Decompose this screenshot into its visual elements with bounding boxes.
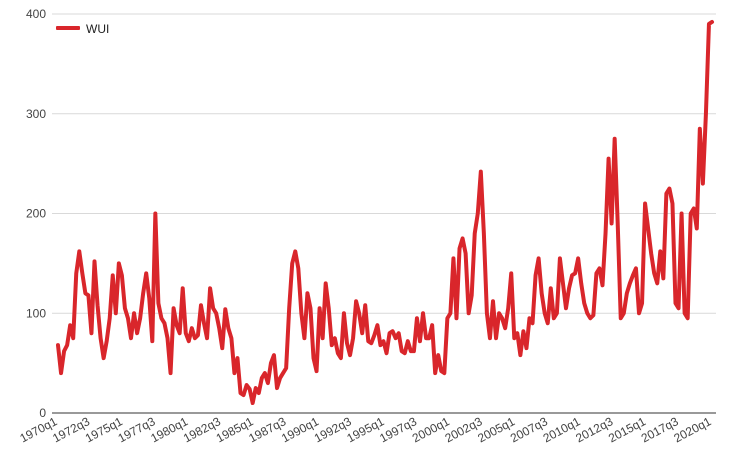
- y-tick-label: 0: [39, 406, 46, 420]
- series-line-wui[interactable]: [56, 19, 714, 406]
- y-axis-ticks: 0 100 200 300 400: [26, 7, 46, 420]
- x-axis-ticks: 1970q11972q31975q11977q31980q11982q31985…: [17, 414, 713, 445]
- y-tick-label: 100: [26, 306, 46, 320]
- y-tick-label: 300: [26, 107, 46, 121]
- legend-swatch: [56, 26, 80, 30]
- legend[interactable]: WUI: [56, 22, 109, 36]
- x-tick-label: 2020q1: [671, 414, 713, 445]
- y-tick-label: 200: [26, 207, 46, 221]
- y-tick-label: 400: [26, 7, 46, 21]
- legend-label: WUI: [86, 22, 109, 36]
- series-lines: [56, 19, 714, 406]
